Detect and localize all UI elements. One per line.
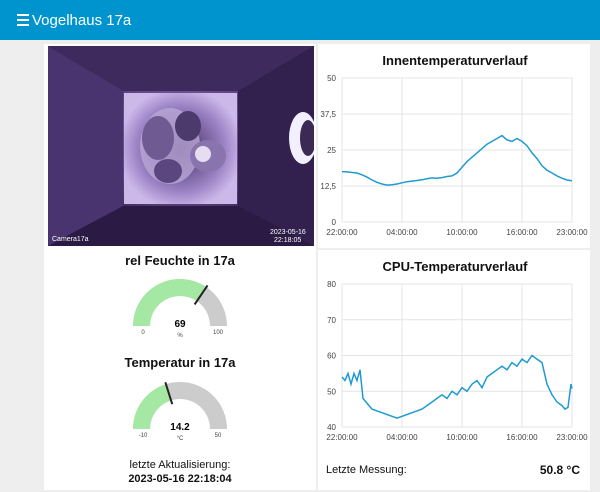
page-title: Vogelhaus 17a (32, 11, 132, 29)
x-tick-label: 23:00:00 (556, 228, 588, 237)
y-tick-label: 60 (327, 352, 336, 361)
last-measurement-value: 50.8 °C (539, 463, 580, 477)
humidity-gauge: 69 % 0 100 (133, 279, 227, 339)
y-tick-label: 0 (332, 218, 337, 227)
x-tick-label: 16:00:00 (506, 433, 538, 442)
temperature-gauge-fill (133, 384, 172, 429)
temperature-max: 50 (215, 433, 222, 439)
temperature-title: Temperatur in 17a (124, 355, 236, 370)
x-tick-label: 10:00:00 (446, 228, 478, 237)
humidity-unit: % (177, 333, 183, 339)
humidity-gauge-fill (133, 279, 207, 326)
y-tick-label: 40 (327, 423, 336, 432)
indoor-temperature-chart: 50 37,5 25 12,5 022:00:00 04:00:00 10:00:00 16:… (320, 74, 588, 237)
indoor-chart-title: Innentemperaturverlauf (382, 53, 528, 68)
last-update-value: 2023-05-16 22:18:04 (128, 473, 232, 485)
camera-time: 22:18:05 (274, 237, 301, 244)
humidity-title: rel Feuchte in 17a (125, 253, 235, 268)
x-tick-label: 22:00:00 (326, 433, 358, 442)
temperature-value: 14.2 (170, 422, 190, 433)
x-tick-label: 22:00:00 (326, 228, 358, 237)
humidity-max: 100 (213, 330, 224, 336)
y-tick-label: 12,5 (320, 182, 336, 191)
last-measurement-label: Letzte Messung: (326, 464, 407, 476)
x-tick-label: 04:00:00 (386, 433, 418, 442)
humidity-gauge-needle (193, 284, 209, 306)
humidity-value: 69 (174, 319, 186, 330)
temperature-min: -10 (139, 433, 148, 439)
y-tick-label: 50 (327, 387, 336, 396)
y-tick-label: 70 (327, 316, 336, 325)
humidity-min: 0 (141, 330, 145, 336)
camera-date: 2023-05-16 (270, 229, 306, 236)
series-line (341, 134, 573, 186)
x-tick-label: 04:00:00 (386, 228, 418, 237)
camera-image: Camera17a 2023-05-16 22:18:05 (48, 46, 314, 246)
temperature-gauge-needle (164, 381, 174, 405)
y-tick-label: 50 (327, 74, 336, 83)
hamburger-menu-icon[interactable] (0, 0, 40, 40)
x-tick-label: 10:00:00 (446, 433, 478, 442)
cpu-chart-title: CPU-Temperaturverlauf (382, 259, 528, 274)
y-tick-label: 37,5 (320, 110, 336, 119)
cpu-chart-card (318, 250, 590, 490)
last-update-label: letzte Aktualisierung: (129, 459, 231, 471)
y-tick-label: 80 (327, 280, 336, 289)
temperature-unit: °C (177, 436, 184, 442)
x-tick-label: 23:00:00 (556, 433, 588, 442)
temperature-gauge: 14.2 °C -10 50 (133, 381, 227, 442)
camera-label: Camera17a (52, 236, 89, 243)
x-tick-label: 16:00:00 (506, 228, 538, 237)
birdhouse-camera-picture: Camera17a 2023-05-16 22:18:05 (48, 46, 314, 246)
top-bar: Vogelhaus 17a (0, 0, 600, 40)
y-tick-label: 25 (327, 146, 336, 155)
series-line (341, 354, 573, 419)
